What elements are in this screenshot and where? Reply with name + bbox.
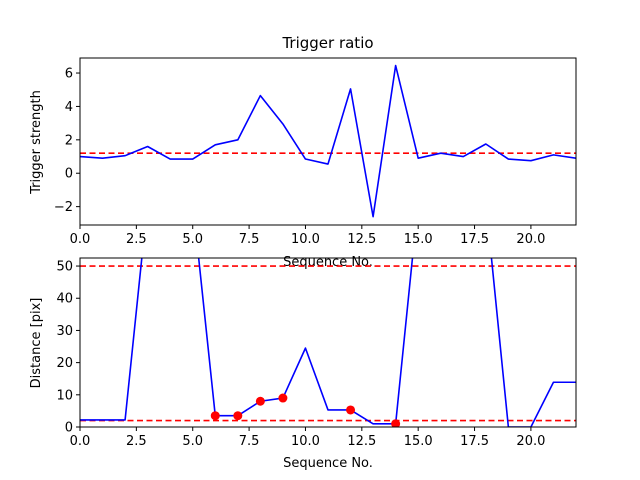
x-tick-label: 10.0 xyxy=(291,232,320,247)
y-tick-label: 6 xyxy=(65,67,73,82)
data-point xyxy=(255,396,265,406)
x-tick-label: 7.5 xyxy=(239,232,260,247)
y-tick-label: 0 xyxy=(65,421,73,436)
data-point xyxy=(346,405,356,415)
data-point xyxy=(391,419,401,427)
data-series-line xyxy=(80,64,576,218)
data-point xyxy=(233,411,243,421)
y-tick-label: 40 xyxy=(56,292,73,307)
x-axis-label: Sequence No. xyxy=(283,456,373,471)
x-tick-label: 0.0 xyxy=(70,232,91,247)
chart-title: Trigger ratio xyxy=(281,34,373,52)
data-point xyxy=(278,393,288,403)
axes-frame xyxy=(79,57,577,226)
y-tick-label: 10 xyxy=(56,388,73,403)
trigger-ratio-chart: Trigger ratio Trigger strength Sequence … xyxy=(29,34,577,270)
axes-frame xyxy=(79,257,577,428)
y-tick-label: 30 xyxy=(56,324,73,339)
x-tick-label: 20.0 xyxy=(516,434,545,449)
y-axis-label: Trigger strength xyxy=(29,90,44,195)
x-tick-label: 15.0 xyxy=(404,232,433,247)
x-tick-label: 2.5 xyxy=(126,232,147,247)
x-axis-label: Sequence No. xyxy=(283,255,373,270)
x-tick-label: 7.5 xyxy=(239,434,260,449)
y-tick-label: 50 xyxy=(56,260,73,275)
y-tick-label: 2 xyxy=(65,133,73,148)
x-tick-label: 20.0 xyxy=(516,232,545,247)
x-tick-label: 5.0 xyxy=(182,232,203,247)
y-tick-label: 4 xyxy=(65,100,73,115)
y-tick-label: 0 xyxy=(65,167,73,182)
x-tick-label: 17.5 xyxy=(460,232,489,247)
data-point xyxy=(210,411,220,421)
x-tick-label: 0.0 xyxy=(70,434,91,449)
x-tick-label: 12.5 xyxy=(347,434,376,449)
plot-area xyxy=(80,258,576,427)
y-axis-label: Distance [pix] xyxy=(29,298,44,389)
y-tick-label: −2 xyxy=(54,200,73,215)
x-tick-label: 12.5 xyxy=(347,232,376,247)
distance-chart: Distance [pix] Sequence No. 0.0 2.5 5.0 7.5… xyxy=(29,257,577,471)
plot-area xyxy=(80,64,576,218)
x-tick-label: 17.5 xyxy=(460,434,489,449)
x-tick-label: 2.5 xyxy=(126,434,147,449)
x-tick-label: 10.0 xyxy=(291,434,320,449)
x-tick-label: 15.0 xyxy=(404,434,433,449)
data-series-line xyxy=(80,258,576,427)
x-tick-label: 5.0 xyxy=(182,434,203,449)
y-tick-label: 20 xyxy=(56,356,73,371)
